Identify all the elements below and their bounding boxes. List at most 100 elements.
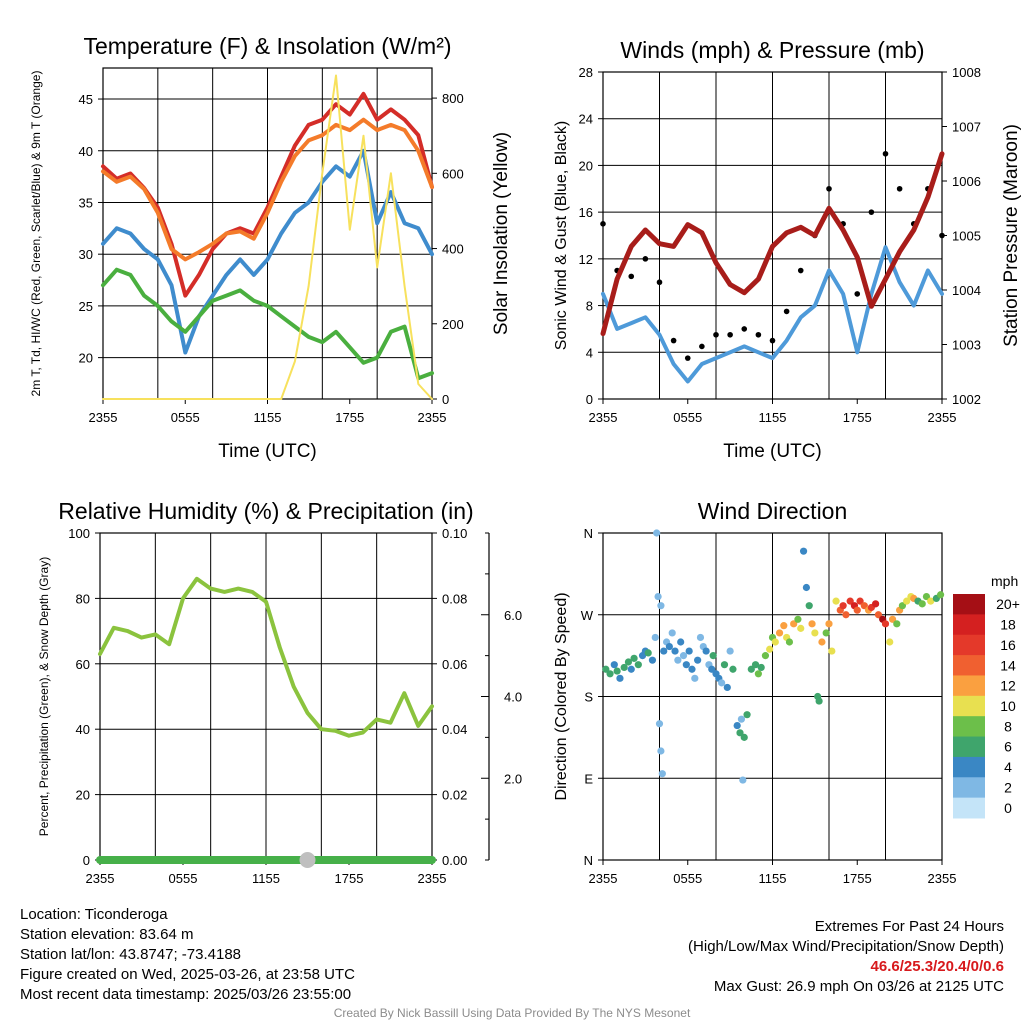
direction-point	[761, 652, 770, 660]
y-tick-label: S	[584, 690, 593, 705]
gust-point	[868, 209, 875, 215]
direction-point	[668, 629, 676, 637]
direction-point	[648, 656, 657, 664]
colorbar-tick-label: 2	[1004, 779, 1012, 795]
y-tick-label-right: 0	[442, 392, 449, 407]
location-text: Location: Ticonderoga	[20, 906, 168, 923]
y-tick-label-right: 800	[442, 91, 464, 106]
y-tick-label-right: 1008	[952, 65, 981, 80]
x-tick-label: 2355	[418, 410, 447, 425]
y-tick-label-right: 0.00	[442, 853, 467, 868]
extremes-values: 46.6/25.3/20.4/0/0.6	[870, 958, 1004, 975]
chart-temperature: Temperature (F) & Insolation (W/m²) 2355 0…	[29, 33, 512, 462]
direction-point	[613, 667, 621, 675]
colorbar-unit-label: mph	[991, 573, 1018, 589]
direction-point	[691, 674, 699, 682]
direction-point	[853, 606, 861, 614]
colorbar-tick-label: 6	[1004, 739, 1012, 755]
max-gust-text: Max Gust: 26.9 mph On 03/26 at 2125 UTC	[713, 978, 1004, 995]
x-tick-label: 2355	[928, 871, 957, 886]
y-axis-label: Direction (Colored By Speed)	[553, 592, 570, 800]
y-tick-label: 45	[79, 92, 93, 107]
x-tick-label: 2355	[928, 410, 957, 425]
y-tick-label-right: 1005	[952, 229, 981, 244]
direction-point	[811, 629, 819, 637]
direction-point	[740, 733, 748, 741]
colorbar-swatch	[953, 695, 985, 717]
direction-point	[696, 633, 705, 642]
y-tick-label-right: 400	[442, 242, 464, 257]
y-tick-label: 12	[579, 252, 593, 267]
y-axis-label-right: Solar Insolation (Yellow)	[491, 132, 512, 335]
colorbar-tick-label: 10	[1000, 698, 1016, 714]
chart-direction: Wind Direction 2355 0555 1155 1755 2355 N E S W N D…	[553, 498, 1020, 886]
direction-point	[918, 600, 926, 608]
gust-point	[826, 185, 832, 192]
y-tick-label: 80	[76, 591, 90, 606]
direction-point	[828, 647, 836, 655]
colorbar-swatch	[953, 614, 985, 636]
direction-point	[794, 615, 802, 623]
colorbar-swatch	[953, 655, 985, 676]
direction-point	[733, 721, 741, 730]
series-sonic-wind	[601, 245, 944, 384]
direction-point	[739, 776, 747, 784]
chart-title: Wind Direction	[698, 498, 848, 524]
colorbar-swatch	[953, 797, 985, 819]
x-tick-label: 2355	[86, 871, 115, 886]
y-tick-label: 24	[579, 112, 593, 127]
gust-point	[628, 273, 635, 280]
series-scarlet	[101, 91, 434, 298]
direction-point	[874, 611, 883, 619]
direction-point	[881, 620, 890, 628]
gust-point	[727, 331, 733, 338]
direction-point	[842, 611, 850, 619]
series-relative-humidity	[98, 576, 434, 738]
y-tick-label: 40	[79, 144, 93, 159]
credit-text: Created By Nick Bassill Using Data Provi…	[333, 1006, 691, 1020]
direction-point	[677, 638, 685, 646]
y-tick-label: 35	[79, 195, 93, 210]
y-tick-label-right: 0.10	[442, 526, 467, 541]
x-tick-label: 2355	[589, 410, 618, 425]
x-tick-label: 2355	[89, 410, 118, 425]
direction-point	[634, 661, 642, 669]
chart-humidity: Relative Humidity (%) & Precipitation (i…	[37, 498, 522, 886]
extremes-heading: Extremes For Past 24 Hours	[814, 918, 1004, 935]
colorbar-swatch	[953, 736, 985, 758]
direction-point	[775, 629, 784, 637]
direction-point	[839, 602, 847, 610]
y-tick-label: 60	[76, 657, 90, 672]
direction-point	[757, 663, 765, 672]
direction-point	[688, 665, 696, 673]
direction-point	[674, 656, 682, 664]
y-tick-label-right: 1006	[952, 174, 981, 189]
x-tick-label: 0555	[169, 871, 198, 886]
direction-point	[729, 665, 737, 673]
x-tick-label: 0555	[673, 410, 702, 425]
direction-point	[818, 638, 826, 646]
y-tick-label-right: 1004	[952, 283, 981, 298]
direction-point	[726, 647, 734, 655]
y-tick-label-right: 200	[442, 317, 464, 332]
series-green	[101, 267, 434, 381]
x-tick-label: 1755	[335, 871, 364, 886]
direction-point	[922, 592, 931, 601]
y-axis-label-right: Station Pressure (Maroon)	[1001, 124, 1022, 347]
direction-point	[627, 665, 635, 673]
direction-point	[657, 747, 665, 755]
direction-point	[709, 652, 717, 660]
direction-point	[655, 720, 664, 728]
colorbar-swatch	[953, 756, 985, 778]
elevation-text: Station elevation: 83.64 m	[20, 926, 194, 943]
direction-point	[708, 665, 716, 673]
gust-point	[896, 185, 903, 192]
direction-point	[936, 591, 945, 599]
gust-point	[783, 308, 790, 315]
gust-point	[713, 331, 719, 338]
colorbar-swatch	[953, 594, 985, 615]
chart-title: Winds (mph) & Pressure (mb)	[620, 37, 924, 63]
direction-point	[651, 633, 659, 642]
y-tick-label: 20	[579, 158, 593, 173]
colorbar-tick-label: 8	[1004, 718, 1012, 734]
